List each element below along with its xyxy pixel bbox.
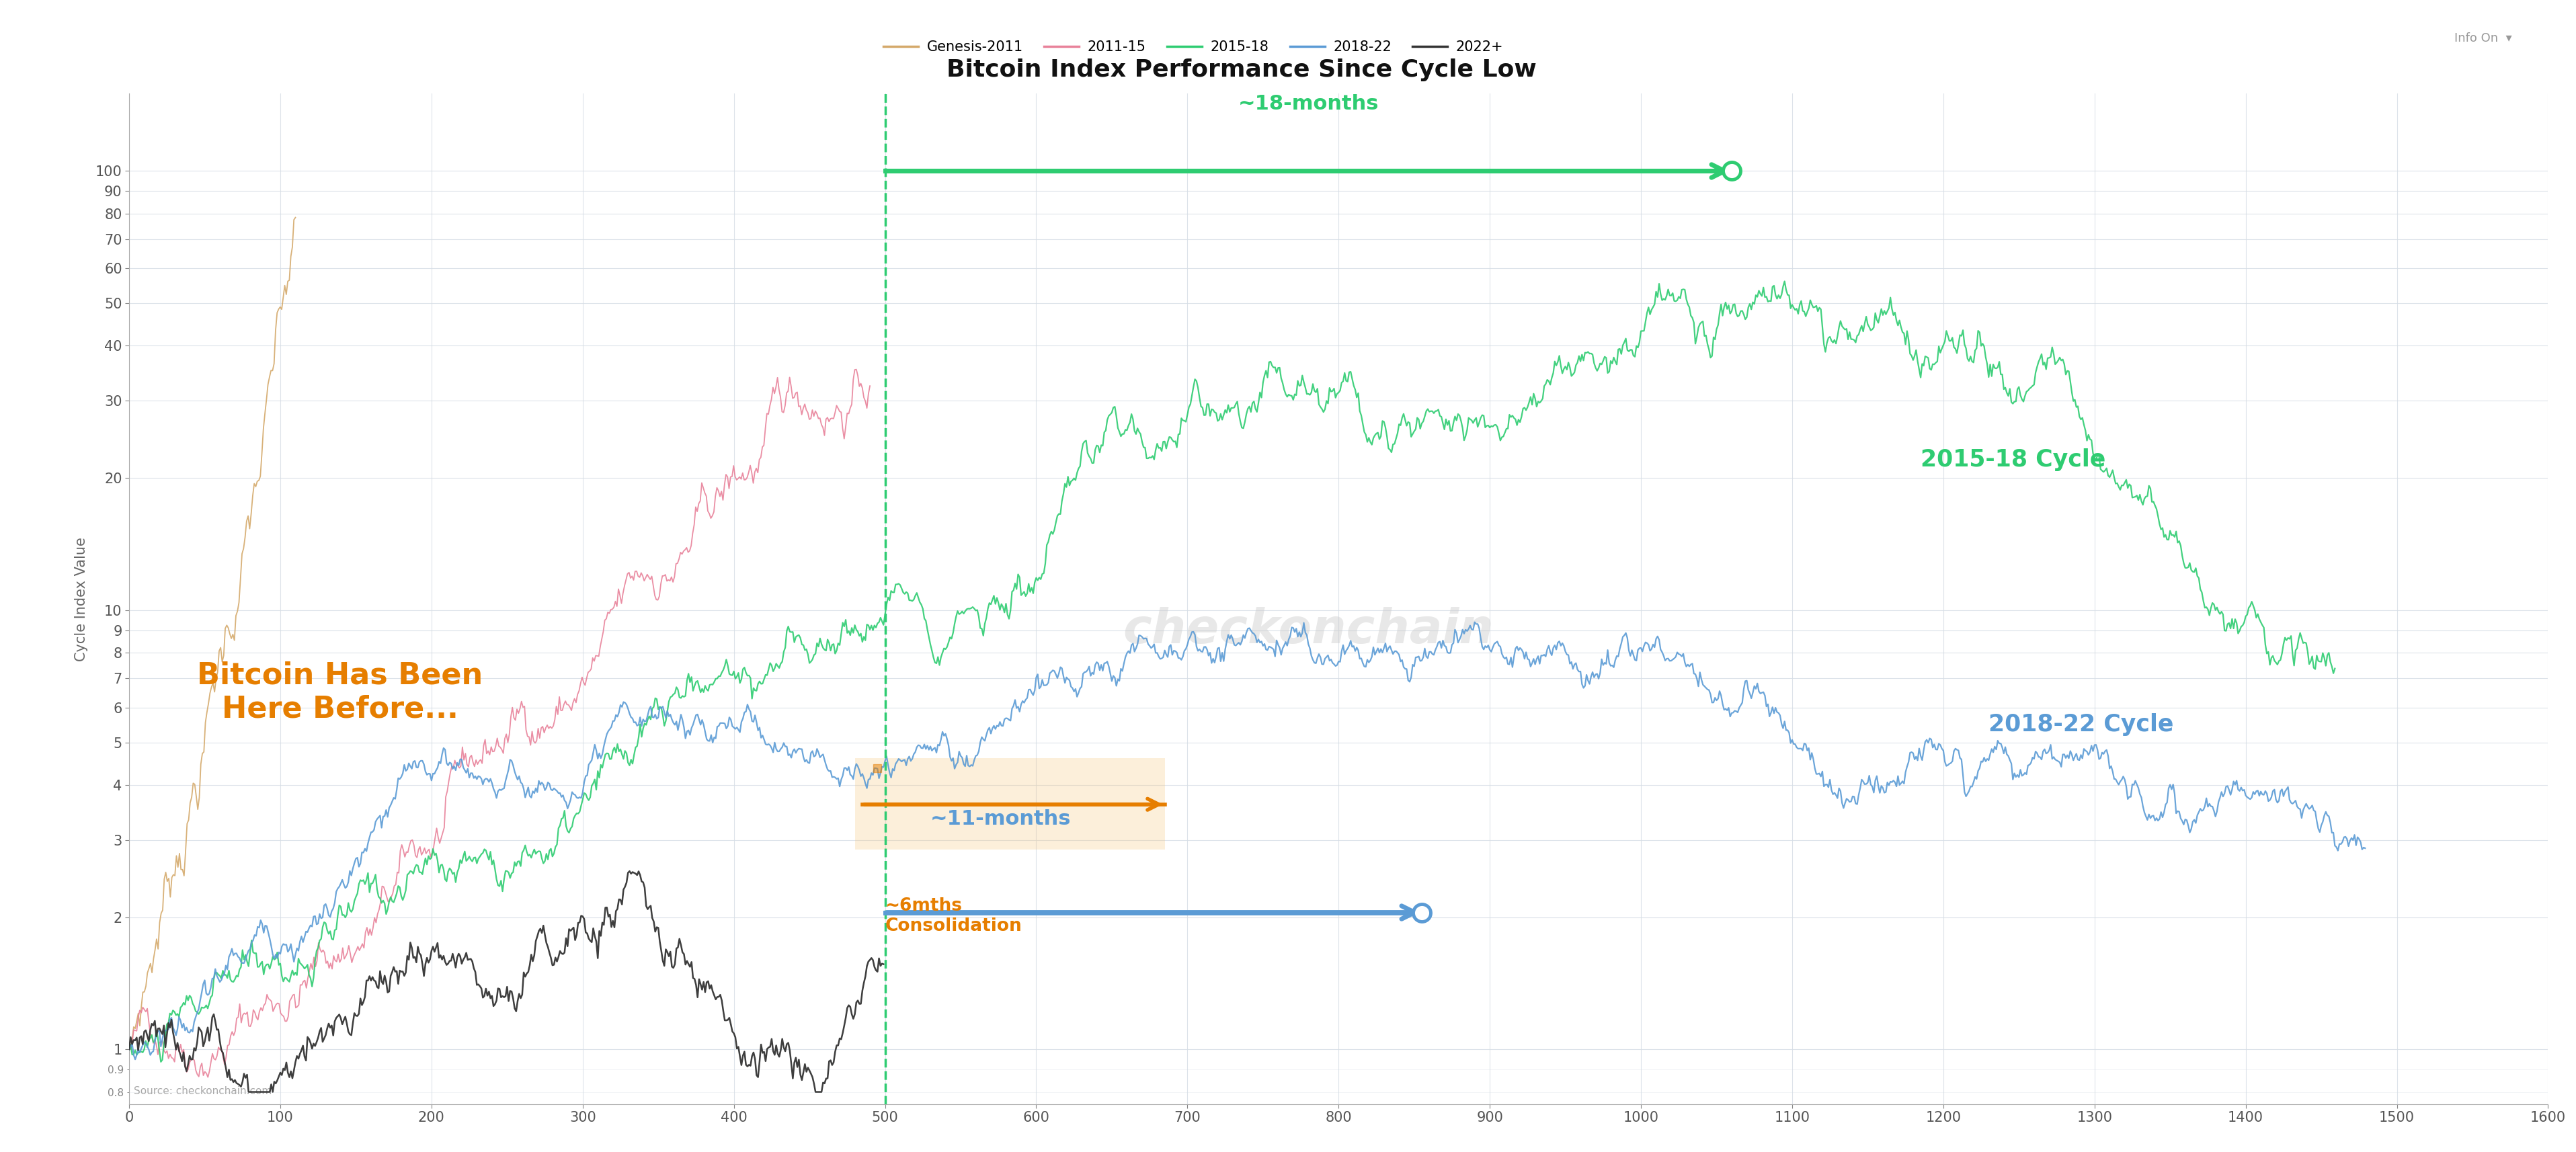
Text: Source: checkonchain.com: Source: checkonchain.com [134, 1086, 273, 1096]
Text: Info On  ▾: Info On ▾ [2455, 32, 2512, 44]
Bar [855, 758, 1164, 849]
Text: ~11-months: ~11-months [930, 810, 1072, 828]
Y-axis label: Cycle Index Value: Cycle Index Value [75, 537, 88, 661]
Title: Bitcoin Index Performance Since Cycle Low: Bitcoin Index Performance Since Cycle Lo… [948, 59, 1538, 82]
Text: 2018-22 Cycle: 2018-22 Cycle [1989, 713, 2174, 736]
Text: Bitcoin Has Been
Here Before...: Bitcoin Has Been Here Before... [198, 661, 484, 723]
Text: 2015-18 Cycle: 2015-18 Cycle [1922, 448, 2105, 471]
Text: ~6mths
Consolidation: ~6mths Consolidation [886, 897, 1023, 934]
Point [1710, 161, 1752, 180]
Text: ~18-months: ~18-months [1239, 94, 1378, 114]
Point [1401, 903, 1443, 922]
Legend: Genesis-2011, 2011-15, 2015-18, 2018-22, 2022+: Genesis-2011, 2011-15, 2015-18, 2018-22,… [878, 35, 1510, 60]
Text: checkonchain: checkonchain [1123, 607, 1494, 653]
